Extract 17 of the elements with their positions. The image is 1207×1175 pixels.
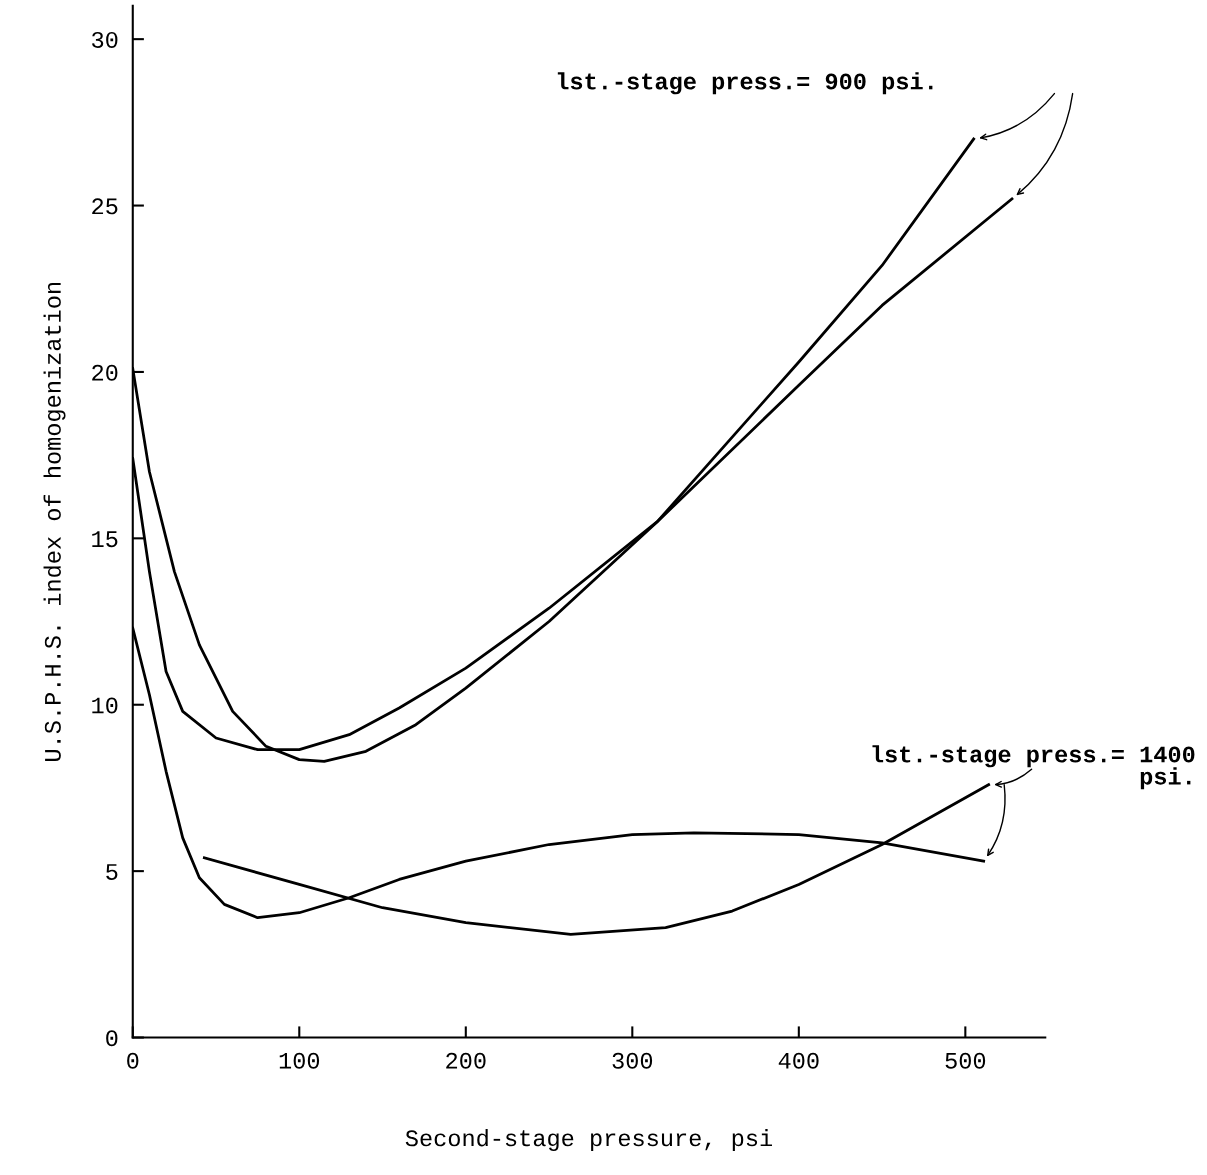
y-tick-label: 20 — [92, 364, 118, 381]
y-tick-label: 10 — [92, 697, 118, 714]
x-tick-label: 300 — [612, 1052, 653, 1069]
x-tick-label: 500 — [945, 1052, 986, 1069]
y-tick-label: 30 — [92, 31, 118, 48]
x-tick-label: 100 — [279, 1052, 320, 1069]
y-tick-label: 0 — [106, 1030, 118, 1047]
annotation: lst.-stage press.= 1400 psi. — [872, 745, 1195, 790]
y-axis-title: U.S.P.H.S. index of homogenization — [43, 282, 66, 761]
y-tick-label: 15 — [92, 531, 118, 548]
x-tick-label: 400 — [778, 1052, 819, 1069]
y-tick-label: 25 — [92, 198, 118, 215]
x-axis-title: Second-stage pressure, psi — [405, 1128, 772, 1151]
annotation: lst.-stage press.= 900 psi. — [557, 72, 933, 95]
y-tick-label: 5 — [106, 864, 118, 880]
x-tick-label: 200 — [446, 1052, 486, 1069]
x-tick-label: 0 — [127, 1052, 139, 1069]
